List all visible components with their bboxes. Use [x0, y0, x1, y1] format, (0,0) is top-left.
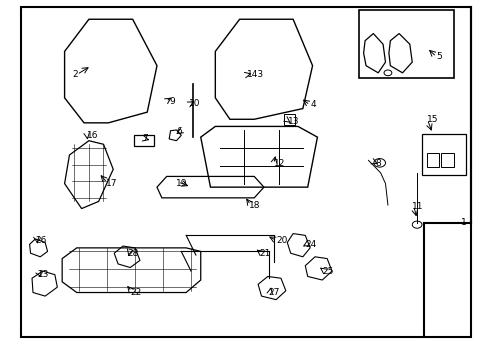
Text: 6: 6 [176, 127, 182, 136]
Text: 22: 22 [130, 288, 141, 297]
Bar [284, 114, 294, 125]
Text: 28: 28 [127, 249, 139, 258]
Text: 143: 143 [246, 70, 264, 79]
Text: 11: 11 [411, 202, 423, 211]
Text: 27: 27 [268, 288, 280, 297]
Text: 25: 25 [322, 267, 333, 276]
Text: 12: 12 [273, 159, 285, 168]
Text: 8: 8 [375, 159, 381, 168]
Text: 15: 15 [426, 115, 437, 124]
Text: 10: 10 [188, 99, 200, 108]
Text: 23: 23 [38, 270, 49, 279]
Text: 18: 18 [249, 201, 260, 210]
Text: 24: 24 [305, 240, 316, 249]
Text: 13: 13 [287, 117, 299, 126]
Text: 19: 19 [176, 179, 187, 188]
Text: 21: 21 [259, 249, 270, 258]
Bar [441, 153, 453, 167]
Text: 2: 2 [72, 70, 78, 79]
Text: 16: 16 [86, 131, 98, 140]
Bar [426, 153, 438, 167]
Bar [134, 135, 153, 146]
Text: 7: 7 [142, 134, 148, 143]
Bar [358, 10, 453, 78]
Text: 4: 4 [309, 100, 315, 109]
Text: 9: 9 [169, 97, 175, 106]
Text: 26: 26 [35, 236, 47, 245]
Bar [421, 134, 465, 175]
Text: 5: 5 [436, 52, 442, 61]
Text: 1: 1 [460, 219, 466, 228]
Text: 20: 20 [276, 236, 287, 245]
Text: 17: 17 [106, 179, 117, 188]
